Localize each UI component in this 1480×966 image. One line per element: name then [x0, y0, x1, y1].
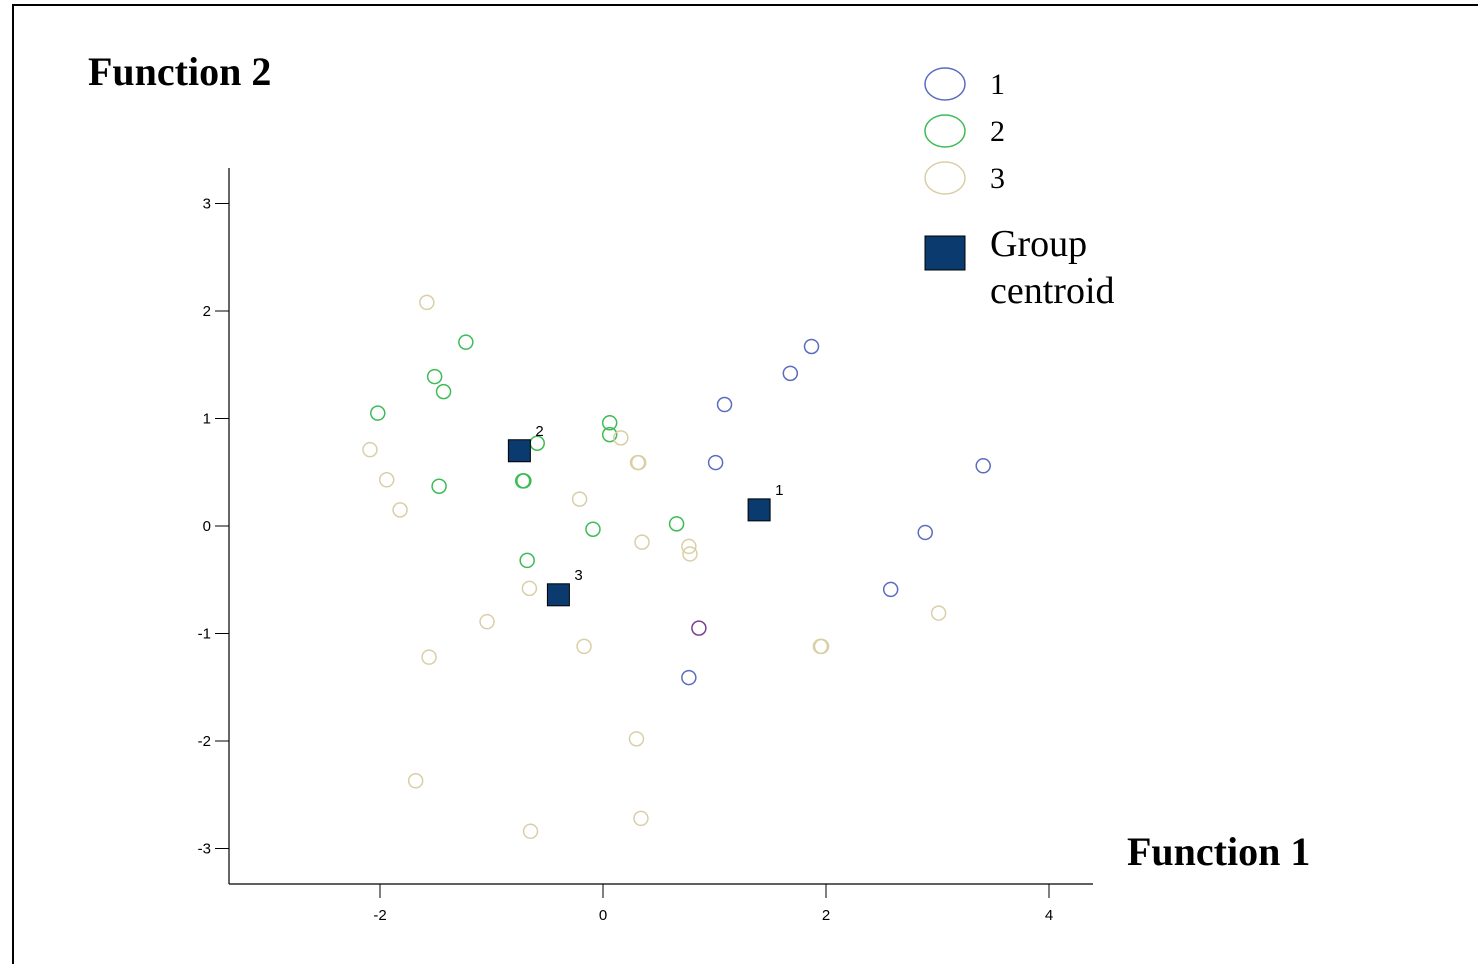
data-point [514, 473, 531, 489]
centroid-marker [546, 583, 570, 607]
x-tick-label: -2 [373, 907, 386, 924]
x-tick-label: 4 [1045, 907, 1053, 924]
y-tick-label: -3 [198, 841, 211, 858]
data-point [682, 546, 698, 562]
data-points [362, 294, 991, 840]
legend-label: Group [990, 223, 1087, 265]
data-point [917, 524, 933, 541]
data-point [668, 516, 685, 532]
x-tick-label: 0 [599, 907, 607, 924]
y-tick-label: -2 [198, 733, 211, 750]
legend-label: 2 [990, 115, 1005, 148]
data-point [362, 441, 378, 458]
data-point [601, 415, 618, 431]
data-point [392, 502, 408, 518]
data-point [421, 649, 437, 665]
data-point [630, 454, 647, 471]
data-point [634, 534, 650, 550]
data-point [813, 638, 830, 655]
data-point [613, 430, 629, 446]
data-point [458, 334, 474, 350]
data-point [435, 383, 452, 400]
data-point [521, 580, 538, 597]
legend-marker [924, 235, 966, 271]
x-axis-title: Function 1 [1127, 829, 1311, 874]
data-point [681, 538, 697, 555]
legend-label: centroid [990, 270, 1115, 312]
data-point [378, 472, 395, 488]
data-point [707, 454, 724, 471]
centroid-label: 1 [775, 482, 783, 499]
data-point [716, 396, 733, 413]
data-point [585, 521, 601, 537]
legend-label: 1 [990, 68, 1005, 101]
data-point [782, 365, 799, 382]
group-centroids: 1 2 3 [507, 423, 783, 607]
data-point [370, 405, 386, 421]
data-point [522, 823, 539, 840]
y-tick-label: 0 [203, 518, 211, 535]
legend-marker [924, 161, 966, 195]
data-point [681, 669, 697, 686]
legend-label: 3 [990, 162, 1005, 195]
legend-marker [924, 114, 966, 148]
legend: 1 2 3 Group centroid [924, 67, 1115, 312]
y-axis-title: Function 2 [88, 49, 272, 94]
y-tick-label: 1 [203, 411, 211, 428]
y-tick-label: -1 [198, 626, 211, 643]
x-tick-label: 2 [822, 907, 830, 924]
y-tick-label: 3 [203, 196, 211, 213]
data-point [407, 773, 424, 789]
data-point [803, 338, 820, 355]
y-tick-label: 2 [203, 303, 211, 320]
centroid-marker [747, 498, 771, 522]
data-point [431, 478, 447, 494]
data-point [601, 426, 618, 443]
data-point [633, 810, 649, 827]
centroid-marker [507, 439, 531, 463]
data-point [812, 638, 829, 655]
chart-frame [12, 4, 1478, 964]
data-point [576, 638, 592, 655]
centroid-label: 2 [535, 423, 543, 440]
data-point [571, 491, 588, 507]
data-point [519, 552, 535, 569]
data-point [882, 581, 899, 598]
data-point [629, 454, 646, 471]
data-point [426, 368, 443, 385]
data-point [691, 620, 707, 636]
data-point [479, 613, 495, 630]
centroid-label: 3 [574, 567, 582, 584]
legend-marker [924, 67, 966, 101]
data-point [419, 294, 435, 311]
data-point [975, 458, 991, 474]
data-point [930, 605, 947, 621]
data-point [628, 731, 645, 747]
data-point [516, 473, 532, 489]
axes: -3 -2 -1 0 1 2 3 -2 0 2 4 [198, 168, 1093, 924]
